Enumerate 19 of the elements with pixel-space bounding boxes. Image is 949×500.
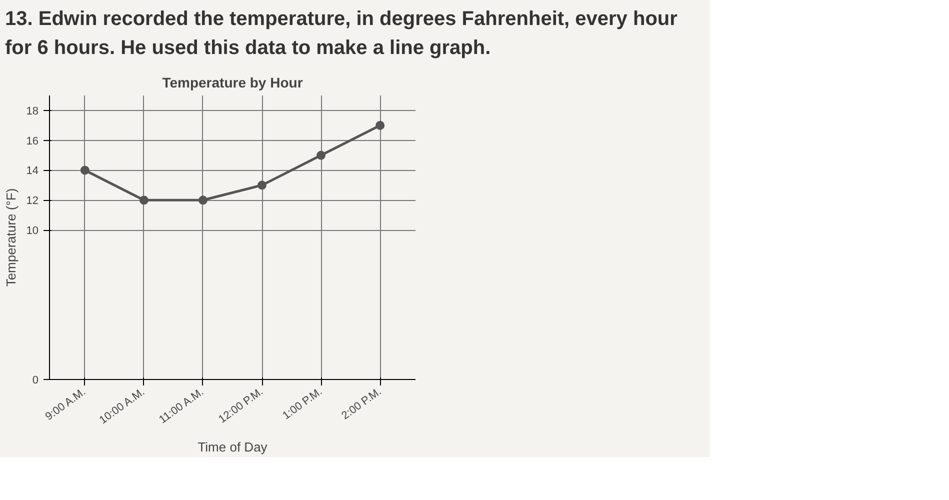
y-tick-label: 16 [26,135,39,148]
y-tick-label: 10 [26,225,39,238]
x-tick-label: 2:00 P.M. [340,386,384,422]
point [376,121,385,130]
y-tick-label: 18 [26,106,39,118]
y-tick-label: 14 [26,165,39,178]
point [80,166,90,175]
y-axis-title: Temperature (°F) [3,188,18,287]
y-tick-label: 12 [26,195,39,208]
point [258,180,267,190]
x-axis-title: Time of Day [198,440,268,455]
y-tick-label: 0 [32,374,39,387]
point [316,150,326,160]
text: 13. Edwin recorded the temperature, in degrees Fahrenheit, every hour for 6 hours. He used this data to make a line graph. [5,7,678,61]
point [198,196,208,205]
x-tick-label: 9:00 A.M. [43,386,88,424]
chart-title: Temperature by Hour [162,74,304,91]
x-tick-label: 1:00 P.M. [280,386,325,422]
point [139,196,148,205]
